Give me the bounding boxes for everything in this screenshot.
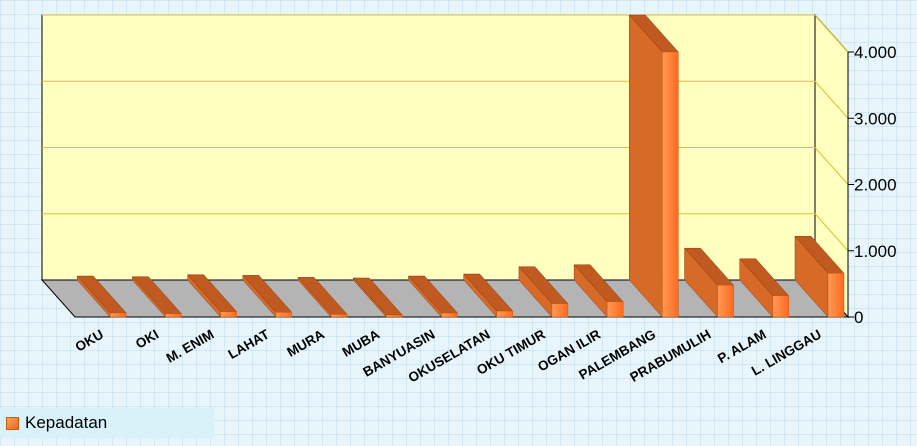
y-tick-label: 2.000 [854, 176, 897, 195]
bar [463, 273, 514, 318]
bar-front [275, 312, 293, 318]
y-axis: 0 1.000 2.000 3.000 4.000 [847, 43, 897, 327]
gridlines [42, 14, 849, 252]
bar [352, 277, 403, 318]
bar-front [496, 310, 513, 318]
legend-label: Kepadatan [25, 413, 108, 432]
bar-front [109, 312, 127, 318]
bar [573, 264, 624, 318]
x-tick-label: MUBA [340, 326, 383, 359]
bars [76, 14, 845, 318]
gridline [814, 80, 849, 119]
legend: Kepadatan [0, 408, 214, 438]
bar-front [386, 314, 403, 318]
bar-front [827, 273, 845, 318]
bar-front [662, 51, 679, 318]
bar-front [606, 301, 624, 318]
bar [76, 275, 127, 318]
y-tick-label: 1.000 [854, 242, 897, 261]
bar [628, 14, 679, 318]
x-tick-label: LAHAT [225, 326, 272, 362]
legend-swatch-icon [6, 416, 19, 430]
bar-front [220, 311, 237, 318]
bar-front [717, 284, 734, 318]
x-tick-label: OKI [133, 327, 161, 352]
gridline [814, 213, 849, 252]
bar [684, 247, 735, 318]
gridline [814, 14, 849, 53]
y-tick-label: 3.000 [854, 109, 897, 128]
bar [187, 274, 238, 318]
gridline [814, 147, 849, 185]
y-tick-label: 0 [854, 308, 863, 327]
x-tick-label: MURA [284, 326, 327, 359]
x-axis-labels: OKU OKI M. ENIM LAHAT MURA MUBABANYUASINOKUSE… [73, 326, 824, 385]
x-tick-label: M. ENIM [164, 327, 217, 366]
bar-front [330, 314, 348, 318]
x-tick-label: OKU [73, 327, 106, 355]
bar-side [629, 14, 663, 318]
bar [242, 274, 293, 318]
bar [518, 266, 569, 318]
bar-front [772, 295, 790, 318]
bar-front [551, 303, 569, 318]
bar-front [165, 313, 182, 318]
bar [794, 235, 845, 318]
bar [131, 276, 182, 318]
bar-front [441, 312, 458, 318]
bar [739, 258, 790, 318]
bar [407, 275, 459, 318]
y-tick-label: 4.000 [854, 43, 897, 62]
bar [297, 276, 348, 318]
